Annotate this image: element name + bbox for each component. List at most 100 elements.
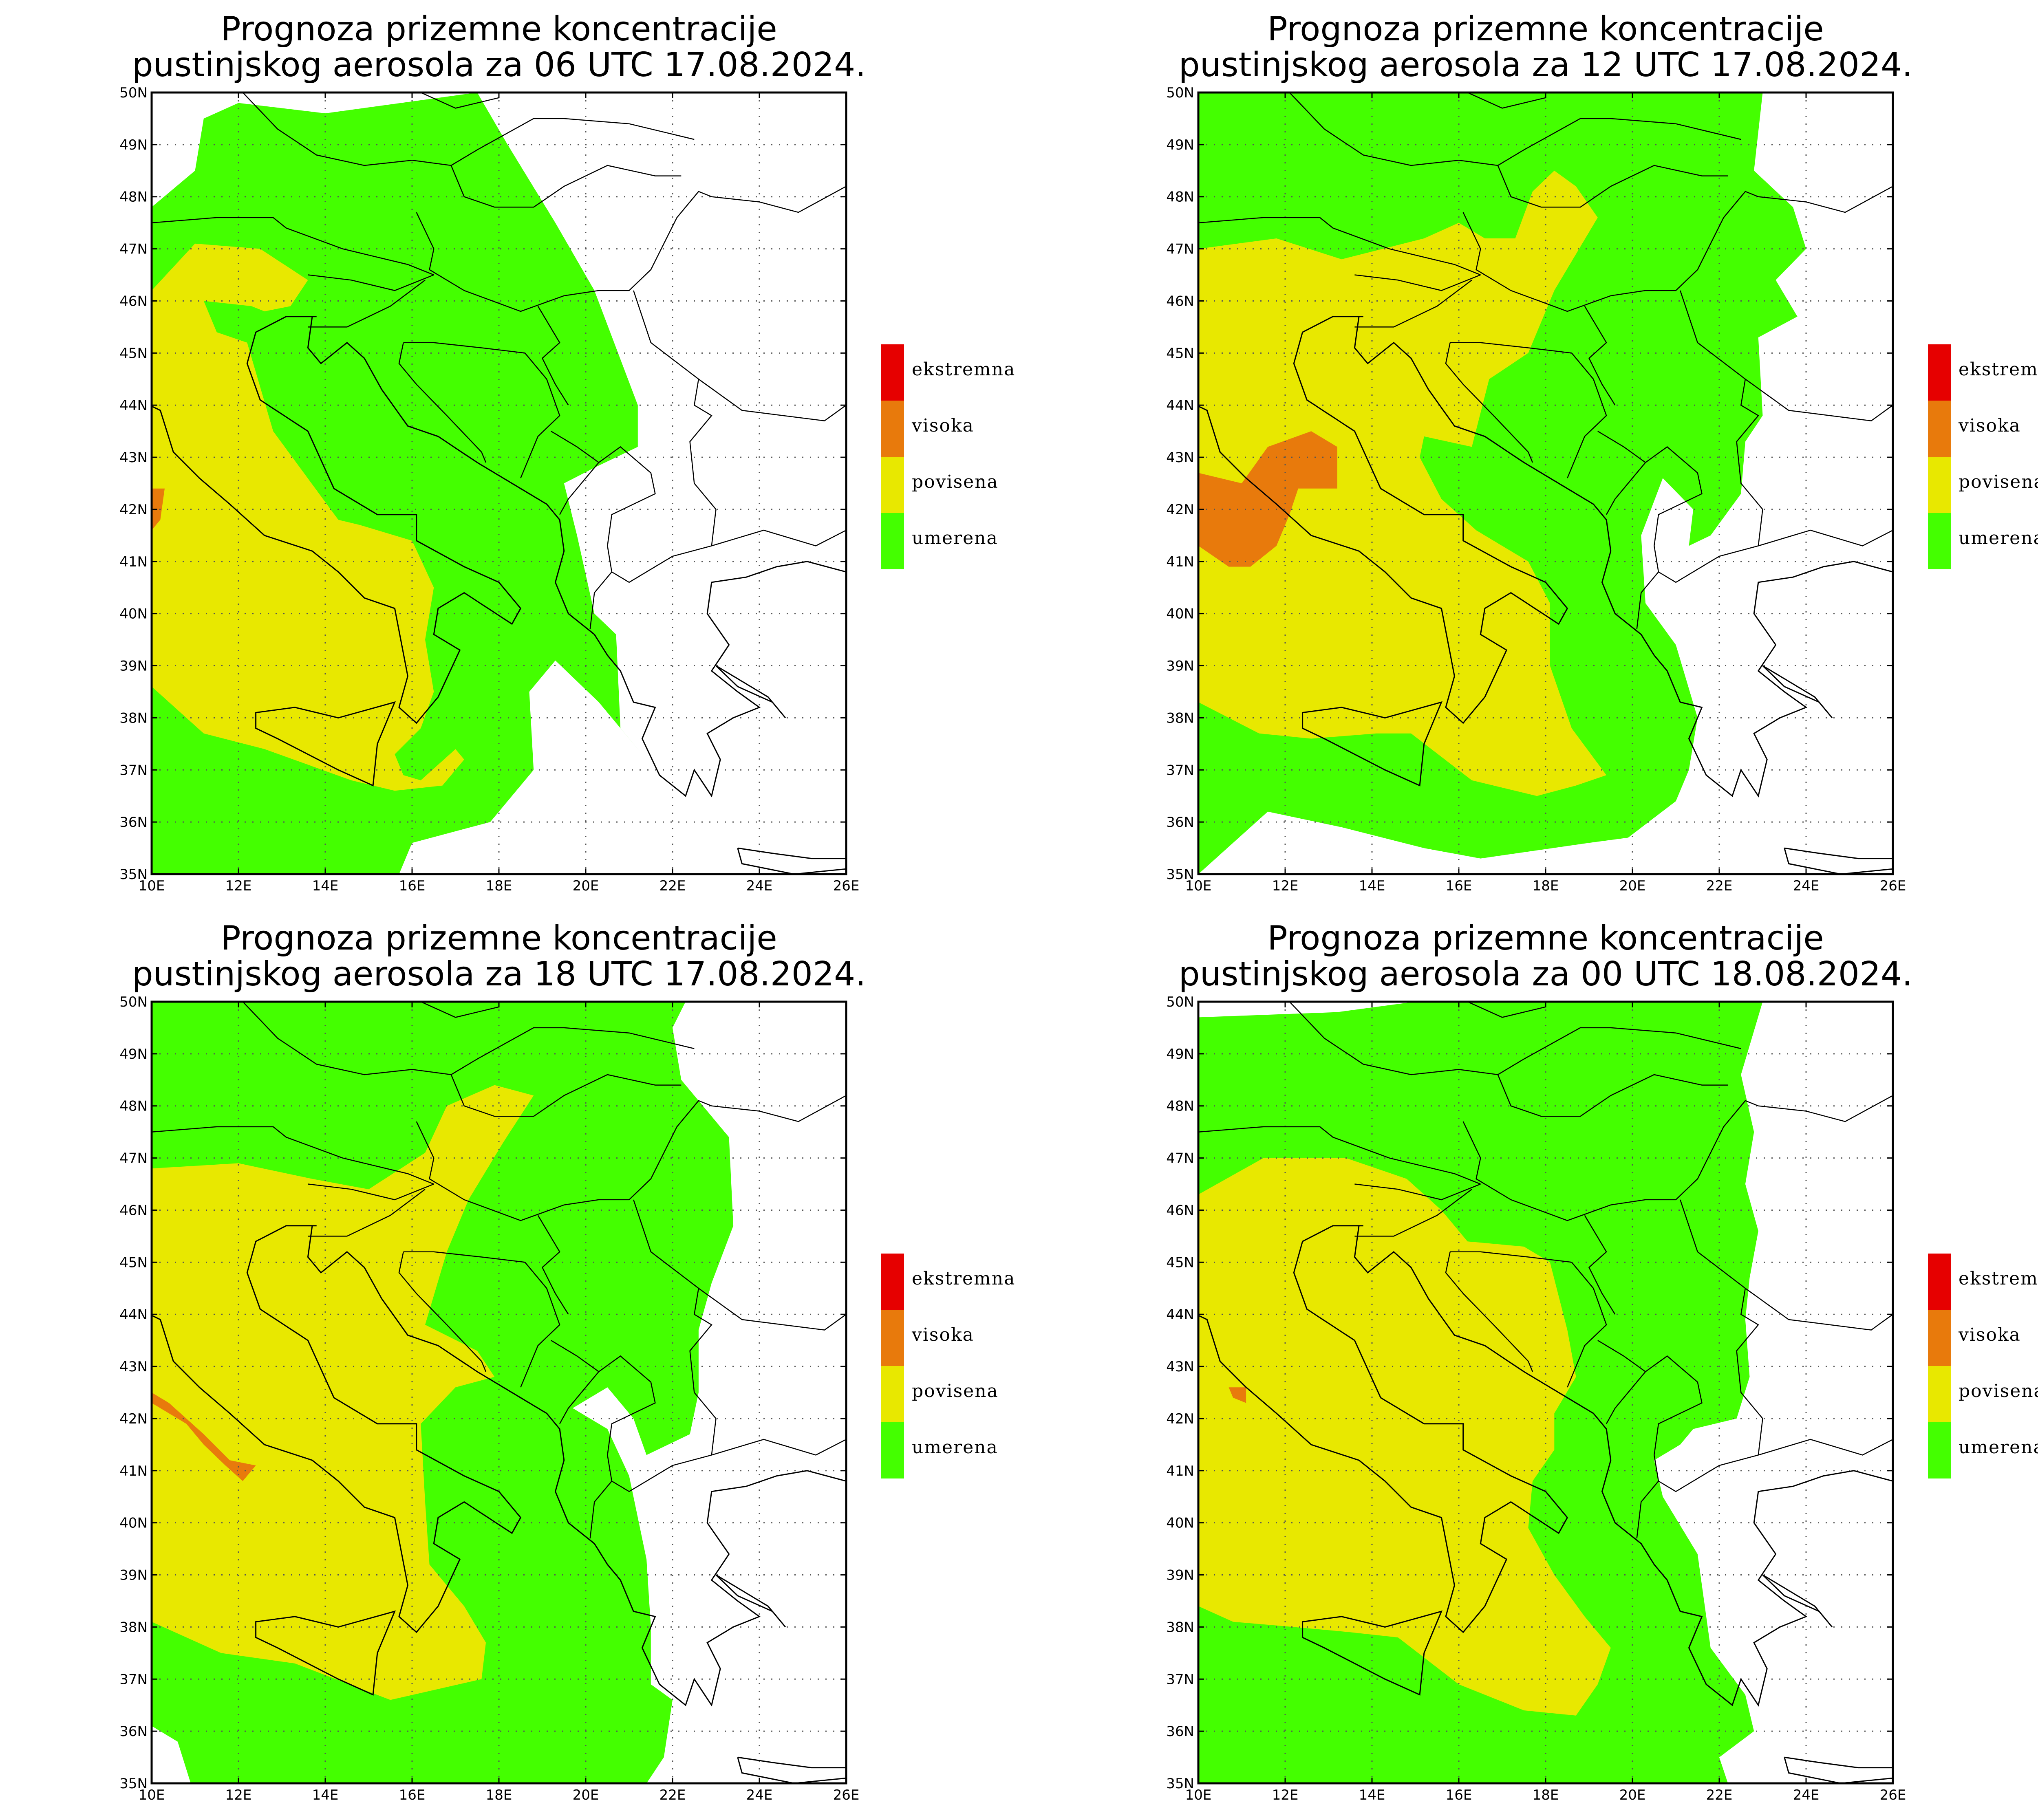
map-area: 35N 36N 37N 38N 39N 40N 41N 42N 43N 44N 45N 46N 47N 4… — [119, 994, 859, 1803]
coastline — [307, 1225, 846, 1707]
country-border — [551, 1340, 600, 1424]
y-tick-label: 43N — [119, 449, 148, 466]
country-border — [420, 93, 499, 109]
country-border — [1198, 1126, 1481, 1185]
y-tick-label: 47N — [1166, 1150, 1194, 1167]
panel-title-line1: Prognoza prizemne koncentracije — [1267, 10, 1824, 48]
x-tick-label: 10E — [1185, 1787, 1212, 1803]
x-tick-label: 18E — [1533, 1787, 1559, 1803]
y-tick-label: 41N — [1166, 554, 1194, 570]
y-tick-label: 49N — [119, 1046, 148, 1062]
country-border — [416, 1095, 846, 1221]
legend-swatch-umerena — [1928, 513, 1951, 569]
legend-label-visoka: visoka — [1958, 415, 2021, 436]
legend-label-ekstremna: ekstremna — [912, 359, 1015, 380]
country-border — [1636, 571, 1659, 630]
y-tick-label: 41N — [1166, 1463, 1194, 1479]
y-tick-label: 40N — [119, 1515, 148, 1531]
country-border — [1597, 431, 1646, 515]
y-tick-label: 50N — [119, 85, 148, 101]
coastline — [1784, 1756, 1893, 1783]
legend-swatch-povisena — [881, 1366, 904, 1422]
y-tick-label: 45N — [119, 345, 148, 361]
legend-label-umerena: umerena — [912, 528, 998, 549]
legend-label-visoka: visoka — [1958, 1324, 2021, 1345]
legend-label-povisena: povisena — [912, 472, 999, 492]
legend-label-povisena: povisena — [912, 1381, 999, 1401]
x-tick-label: 20E — [573, 878, 599, 894]
x-tick-label: 12E — [1272, 1787, 1299, 1803]
country-border — [1445, 342, 1533, 463]
country-border — [398, 1252, 487, 1372]
coastline — [1784, 847, 1893, 874]
coastline — [737, 1756, 846, 1783]
island-outline — [715, 1574, 786, 1628]
map-area: 35N 36N 37N 38N 39N 40N 41N 42N 43N 44N 45N 46N 47N 4… — [119, 85, 859, 894]
y-tick-label: 42N — [1166, 502, 1194, 518]
country-border — [1636, 1481, 1659, 1539]
y-tick-label: 48N — [119, 189, 148, 205]
y-tick-label: 50N — [119, 994, 148, 1010]
x-tick-label: 12E — [1272, 878, 1299, 894]
country-border — [308, 274, 434, 291]
legend: ekstremna visoka povisena umerena — [881, 1254, 1015, 1478]
country-border — [420, 1002, 499, 1018]
legend: ekstremna visoka povisena umerena — [1928, 1254, 2038, 1478]
legend-label-umerena: umerena — [1959, 528, 2038, 549]
legend-swatch-visoka — [881, 1310, 904, 1366]
legend-label-visoka: visoka — [911, 1324, 974, 1345]
y-tick-label: 46N — [1166, 1202, 1194, 1218]
legend-swatch-povisena — [1928, 1366, 1951, 1422]
legend-swatch-umerena — [1928, 1422, 1951, 1478]
legend-label-visoka: visoka — [911, 415, 974, 436]
x-tick-label: 12E — [225, 1787, 252, 1803]
country-border — [1745, 379, 1893, 421]
y-tick-label: 41N — [119, 1463, 148, 1479]
x-tick-label: 18E — [1533, 878, 1559, 894]
panel-title-line2: pustinjskog aerosola za 12 UTC 17.08.202… — [1179, 46, 1913, 84]
country-border — [152, 1126, 434, 1185]
zone-visoka — [1198, 431, 1337, 567]
legend-label-ekstremna: ekstremna — [1959, 359, 2038, 380]
x-tick-label: 16E — [399, 1787, 426, 1803]
zone-povisena — [152, 1085, 534, 1700]
forecast-panel-06utc: Prognoza prizemne koncentracije pustinjs… — [119, 10, 1015, 894]
y-tick-label: 48N — [1166, 189, 1194, 205]
y-tick-label: 46N — [1166, 293, 1194, 309]
legend-swatch-ekstremna — [881, 1254, 904, 1310]
legend-label-umerena: umerena — [1959, 1437, 2038, 1458]
country-border — [398, 342, 487, 463]
country-border — [589, 571, 612, 630]
island-outline — [1302, 701, 1442, 787]
x-tick-label: 20E — [573, 1787, 599, 1803]
country-border — [698, 1288, 846, 1331]
y-tick-label: 48N — [119, 1098, 148, 1115]
forecast-panel-00utc: Prognoza prizemne koncentracije pustinjs… — [1166, 919, 2038, 1803]
legend: ekstremna visoka povisena umerena — [1928, 344, 2038, 569]
y-tick-label: 37N — [1166, 762, 1194, 778]
y-tick-label: 36N — [1166, 814, 1194, 831]
country-border — [308, 1183, 434, 1201]
country-border — [1584, 1215, 1616, 1315]
island-outline — [715, 665, 786, 718]
country-border — [1462, 1095, 1893, 1221]
country-border — [403, 342, 560, 478]
country-border — [551, 431, 600, 515]
y-tick-label: 45N — [119, 1254, 148, 1271]
y-tick-label: 47N — [119, 1150, 148, 1167]
country-border — [1354, 1183, 1481, 1201]
country-border — [1354, 280, 1472, 328]
x-tick-label: 14E — [312, 1787, 339, 1803]
y-tick-label: 44N — [1166, 1307, 1194, 1323]
y-tick-label: 47N — [1166, 241, 1194, 258]
legend-label-povisena: povisena — [1959, 472, 2038, 492]
country-border — [598, 1355, 846, 1492]
y-tick-label: 49N — [1166, 137, 1194, 153]
y-tick-label: 36N — [119, 814, 148, 831]
country-border — [1680, 1199, 1763, 1455]
y-tick-label: 38N — [119, 1619, 148, 1635]
country-border — [1680, 290, 1763, 546]
country-border — [450, 165, 682, 208]
x-tick-label: 24E — [746, 1787, 773, 1803]
